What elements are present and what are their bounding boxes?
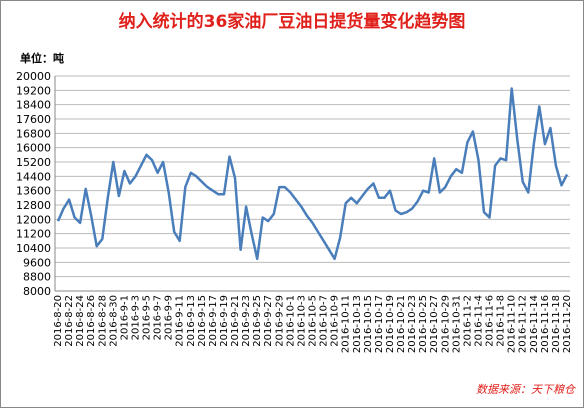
x-tick-label: 2016-10-25 — [418, 295, 429, 353]
x-tick-label: 2016-10-23 — [407, 295, 418, 353]
y-tick-label: 12000 — [16, 213, 51, 226]
x-tick-label: 2016-9-5 — [142, 295, 153, 340]
x-tick-label: 2016-11-6 — [485, 295, 496, 347]
x-tick-label: 2016-10-5 — [308, 295, 319, 347]
x-tick-label: 2016-9-25 — [252, 295, 263, 347]
x-tick-label: 2016-8-28 — [97, 295, 108, 347]
y-tick-label: 11200 — [16, 228, 51, 241]
x-tick-label: 2016-10-29 — [440, 295, 451, 353]
x-tick-label: 2016-9-7 — [153, 295, 164, 340]
x-tick-label: 2016-11-2 — [462, 295, 473, 347]
y-tick-label: 8000 — [23, 285, 51, 298]
x-tick-label: 2016-8-26 — [86, 295, 97, 347]
x-tick-label: 2016-10-19 — [385, 295, 396, 353]
x-tick-label: 2016-9-19 — [219, 295, 230, 347]
x-tick-label: 2016-9-3 — [130, 295, 141, 340]
x-tick-label: 2016-9-21 — [230, 295, 241, 347]
y-tick-label: 9600 — [23, 256, 51, 269]
y-tick-label: 17600 — [16, 113, 51, 126]
x-tick-label: 2016-10-9 — [330, 295, 341, 347]
x-tick-label: 2016-9-11 — [175, 295, 186, 347]
x-tick-label: 2016-10-31 — [451, 295, 462, 353]
x-tick-label: 2016-10-15 — [363, 295, 374, 353]
y-tick-label: 12800 — [16, 199, 51, 212]
unit-label: 单位：吨 — [20, 51, 64, 65]
x-tick-label: 2016-11-14 — [529, 295, 540, 353]
x-tick-label: 2016-11-4 — [473, 295, 484, 347]
x-tick-label: 2016-11-16 — [540, 295, 551, 353]
x-tick-label: 2016-10-3 — [296, 295, 307, 347]
x-tick-label: 2016-9-29 — [274, 295, 285, 347]
x-tick-label: 2016-9-15 — [197, 295, 208, 347]
x-tick-label: 2016-10-1 — [285, 295, 296, 347]
x-tick-label: 2016-10-7 — [319, 295, 330, 347]
y-tick-label: 8800 — [23, 271, 51, 284]
x-tick-label: 2016-11-12 — [518, 295, 529, 353]
x-tick-label: 2016-10-11 — [341, 295, 352, 353]
y-tick-label: 18400 — [16, 99, 51, 112]
x-tick-label: 2016-9-23 — [241, 295, 252, 347]
x-tick-label: 2016-9-9 — [164, 295, 175, 340]
x-tick-label: 2016-11-18 — [551, 295, 562, 353]
x-tick-label: 2016-11-10 — [507, 295, 518, 353]
x-tick-label: 2016-11-8 — [496, 295, 507, 347]
x-tick-label: 2016-8-20 — [53, 295, 64, 347]
y-tick-label: 10400 — [16, 242, 51, 255]
y-tick-label: 16800 — [16, 127, 51, 140]
x-tick-label: 2016-9-13 — [186, 295, 197, 347]
x-tick-label: 2016-9-27 — [263, 295, 274, 347]
x-tick-label: 2016-9-17 — [208, 295, 219, 347]
x-tick-label: 2016-9-1 — [119, 295, 130, 340]
x-tick-label: 2016-11-20 — [562, 295, 573, 353]
source: 数据来源：天下粮仓 — [476, 383, 576, 396]
chart-title: 纳入统计的36家油厂豆油日提货量变化趋势图 — [119, 11, 466, 32]
data-line — [56, 87, 569, 261]
y-tick-label: 19200 — [16, 84, 51, 97]
y-tick-label: 20000 — [16, 70, 51, 83]
x-tick-label: 2016-10-21 — [396, 295, 407, 353]
x-tick-label: 2016-10-13 — [352, 295, 363, 353]
y-tick-label: 16000 — [16, 142, 51, 155]
y-tick-label: 15200 — [16, 156, 51, 169]
x-tick-label: 2016-10-27 — [429, 295, 440, 353]
x-tick-label: 2016-8-22 — [64, 295, 75, 347]
x-tick-label: 2016-8-30 — [108, 295, 119, 347]
y-tick-label: 13600 — [16, 185, 51, 198]
x-tick-label: 2016-10-17 — [374, 295, 385, 353]
y-tick-label: 14400 — [16, 170, 51, 183]
x-tick-label: 2016-8-24 — [75, 295, 86, 347]
